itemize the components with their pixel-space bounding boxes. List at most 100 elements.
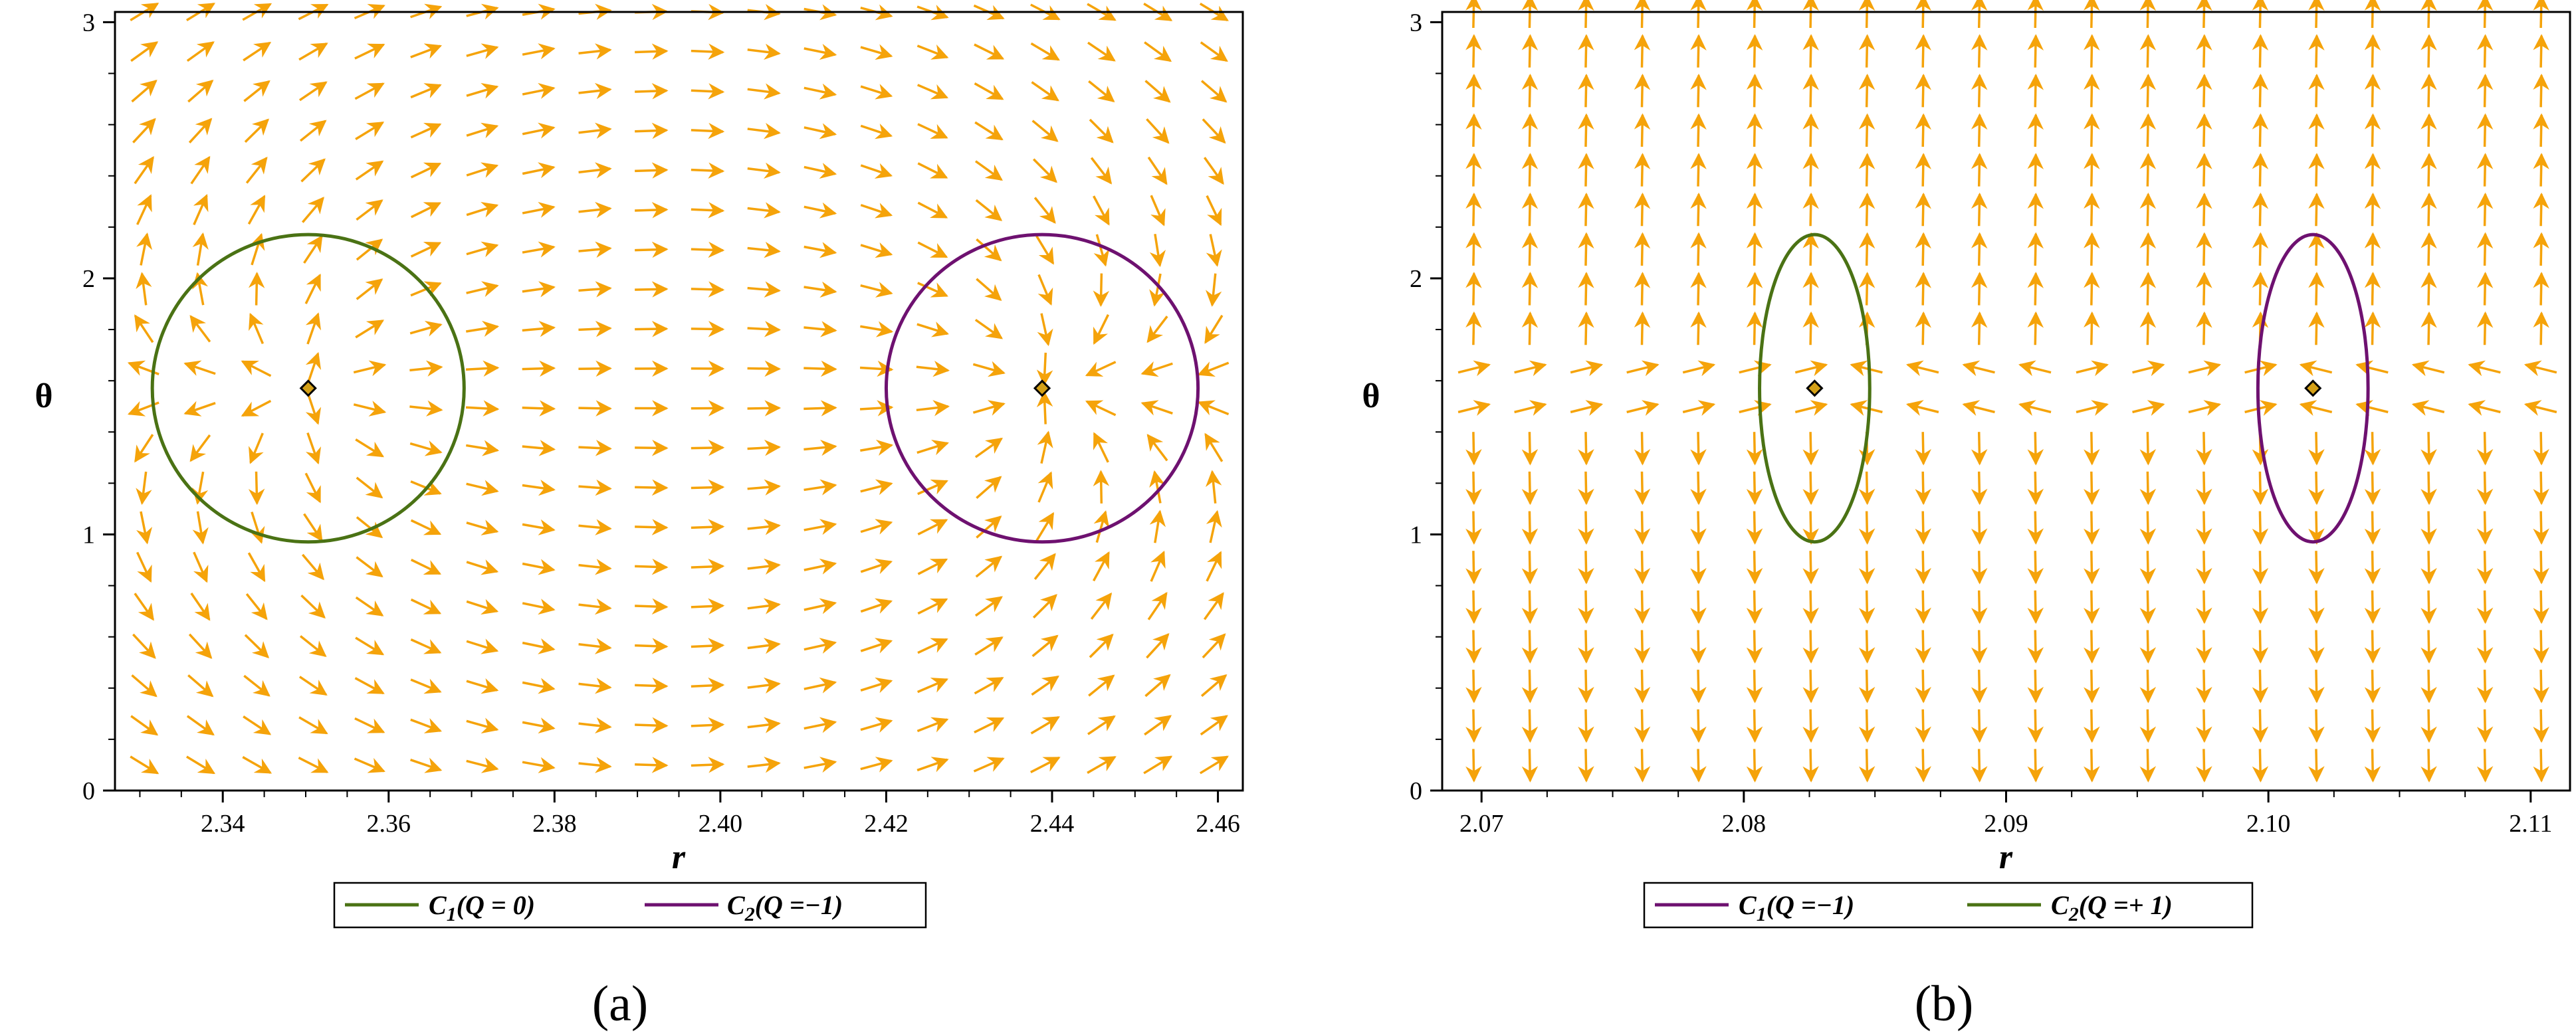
field-arrow (1465, 192, 1482, 227)
field-arrow (1521, 749, 1539, 783)
field-arrow (804, 479, 837, 496)
panel-b-x-axis-label: r (1999, 838, 2013, 876)
field-arrow (303, 513, 323, 542)
field-arrow (1971, 153, 1988, 187)
field-arrow (2523, 360, 2557, 377)
field-arrow (860, 242, 893, 258)
field-arrow (305, 351, 322, 385)
field-arrow (2364, 511, 2381, 545)
x-tick-label: 2.44 (1030, 810, 1075, 838)
panel-b-legend: C1(Q =−1) C2(Q =+ 1) (1643, 882, 2254, 929)
field-arrow (578, 717, 612, 734)
field-arrow (466, 440, 500, 456)
field-arrow (691, 43, 725, 60)
field-arrow (2308, 551, 2325, 585)
field-arrow (2364, 630, 2381, 664)
field-arrow (410, 638, 442, 654)
field-arrow (355, 438, 384, 458)
field-arrow (747, 598, 781, 614)
field-arrow (747, 321, 781, 337)
field-arrow (1690, 311, 1707, 345)
field-arrow (1858, 749, 1876, 783)
field-arrow (249, 432, 264, 464)
field-arrow (305, 393, 322, 425)
field-arrow (2027, 232, 2044, 266)
field-arrow (1200, 674, 1228, 698)
field-arrow (2420, 34, 2437, 68)
field-arrow (917, 598, 948, 615)
field-arrow (1521, 232, 1539, 266)
field-arrow (635, 241, 669, 258)
field-arrow (1085, 361, 1117, 377)
field-arrow (2139, 749, 2157, 783)
field-arrow (917, 558, 948, 575)
field-arrow (522, 162, 556, 179)
field-arrow (1739, 400, 1772, 416)
field-arrow (522, 122, 556, 139)
panel-a-y-axis: 0 1 2 3 (82, 9, 115, 805)
field-arrow (804, 202, 837, 219)
field-arrow (691, 757, 725, 773)
field-arrow (304, 472, 322, 504)
field-arrow (2139, 311, 2157, 345)
field-arrow (974, 636, 1004, 656)
field-arrow (1690, 192, 1707, 227)
field-arrow (2139, 0, 2157, 29)
field-arrow (691, 281, 725, 298)
field-arrow (1036, 352, 1053, 387)
field-arrow (916, 360, 950, 377)
field-arrow (2299, 400, 2333, 416)
field-arrow (410, 202, 442, 219)
field-arrow (1205, 273, 1222, 307)
field-arrow (1802, 670, 1819, 704)
field-arrow (1521, 590, 1539, 624)
field-arrow (2420, 471, 2437, 506)
field-arrow (2364, 232, 2381, 266)
field-arrow (241, 399, 272, 417)
field-arrow (1971, 73, 1988, 108)
field-arrow (245, 593, 268, 620)
field-arrow (522, 360, 556, 377)
field-arrow (2132, 400, 2165, 416)
field-arrow (804, 519, 837, 535)
field-arrow (193, 551, 209, 583)
field-arrow (747, 43, 781, 60)
field-arrow (2308, 0, 2325, 29)
field-arrow (466, 599, 499, 615)
field-arrow (192, 511, 209, 545)
field-arrow (2139, 192, 2157, 227)
field-arrow (354, 43, 385, 60)
field-arrow (1202, 118, 1226, 144)
field-arrow (466, 519, 499, 535)
field-arrow (186, 41, 215, 62)
field-arrow (1093, 510, 1110, 543)
field-arrow (2308, 590, 2325, 624)
field-arrow (1149, 233, 1166, 268)
field-arrow (2523, 400, 2557, 416)
field-arrow (747, 400, 782, 417)
field-arrow (804, 598, 837, 614)
field-arrow (2364, 73, 2381, 108)
field-arrow (691, 202, 725, 219)
field-arrow (1971, 272, 1988, 306)
field-arrow (747, 479, 781, 496)
panel-b-curves (1758, 233, 2370, 544)
field-arrow (1690, 232, 1707, 266)
field-arrow (136, 272, 152, 306)
field-arrow (2308, 192, 2325, 227)
field-arrow (247, 552, 266, 583)
field-arrow (354, 82, 385, 100)
field-arrow (2027, 34, 2044, 68)
field-arrow (466, 122, 499, 139)
field-arrow (2018, 400, 2052, 416)
field-arrow (2420, 749, 2437, 783)
panel-b-legend-entry-2: C2(Q =+ 1) (2051, 890, 2173, 925)
field-arrow (1150, 195, 1166, 227)
field-arrow (1206, 195, 1222, 227)
field-arrow (193, 194, 209, 225)
field-arrow (354, 677, 385, 695)
field-arrow (635, 558, 669, 575)
field-arrow (1858, 511, 1876, 545)
field-arrow (2139, 73, 2157, 108)
field-arrow (2468, 400, 2501, 416)
